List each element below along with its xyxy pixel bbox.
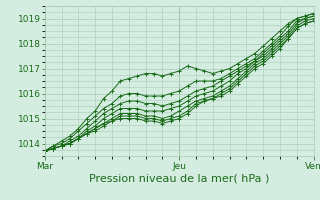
X-axis label: Pression niveau de la mer( hPa ): Pression niveau de la mer( hPa )	[89, 173, 269, 183]
